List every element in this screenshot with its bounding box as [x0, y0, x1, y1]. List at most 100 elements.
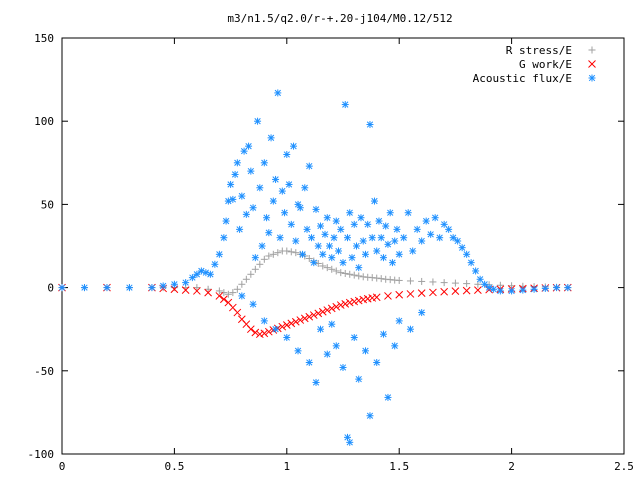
chart-title: m3/n1.5/q2.0/r-+.20-j104/M0.12/512 — [227, 12, 452, 25]
data-point — [159, 282, 167, 290]
data-point — [220, 289, 228, 297]
data-point — [440, 279, 448, 287]
data-point — [287, 248, 295, 256]
data-point — [343, 234, 351, 242]
y-tick-label: 150 — [34, 32, 54, 45]
data-point — [276, 234, 284, 242]
data-point — [384, 393, 392, 401]
data-point — [224, 290, 232, 298]
data-point — [317, 222, 325, 230]
data-point — [267, 134, 275, 142]
data-point — [265, 252, 273, 260]
data-point — [388, 259, 396, 267]
data-point — [204, 285, 212, 293]
data-point — [272, 325, 280, 333]
data-point — [354, 296, 363, 305]
legend-marker — [588, 60, 596, 68]
legend-label: Acoustic flux/E — [473, 72, 572, 85]
data-point — [256, 260, 264, 268]
data-point — [476, 275, 484, 283]
data-point — [80, 284, 88, 292]
data-point — [553, 284, 561, 292]
data-point — [233, 285, 241, 293]
data-point — [278, 322, 287, 331]
data-point — [451, 287, 460, 295]
data-point — [346, 438, 354, 446]
data-point — [236, 225, 244, 233]
data-point — [260, 329, 269, 338]
data-point — [409, 247, 417, 255]
data-point — [508, 287, 516, 295]
data-point — [242, 275, 250, 283]
data-point — [328, 265, 336, 273]
data-point — [240, 147, 248, 155]
data-point — [238, 192, 246, 200]
legend-label: R stress/E — [506, 44, 572, 57]
data-point — [308, 234, 316, 242]
data-point — [215, 292, 224, 300]
data-point — [359, 237, 367, 245]
data-point — [472, 267, 480, 275]
data-point — [229, 289, 237, 297]
data-point — [305, 254, 313, 262]
data-point — [417, 289, 426, 297]
x-tick-label: 0 — [59, 460, 66, 473]
data-point — [427, 230, 435, 238]
data-point — [366, 412, 374, 420]
data-point — [287, 319, 296, 328]
data-point — [215, 287, 223, 295]
data-point — [323, 264, 331, 272]
data-point — [355, 375, 363, 383]
data-point — [395, 250, 403, 258]
data-point — [170, 280, 178, 288]
data-point — [440, 287, 449, 296]
data-point — [337, 225, 345, 233]
data-point — [404, 209, 412, 217]
data-point — [229, 195, 237, 203]
data-point — [496, 287, 504, 295]
data-point — [246, 325, 255, 334]
data-point — [283, 150, 291, 158]
data-point — [395, 276, 403, 284]
data-point — [220, 234, 228, 242]
data-point — [291, 317, 300, 326]
data-point — [193, 287, 201, 295]
data-point — [418, 277, 426, 285]
series-2 — [58, 89, 572, 446]
data-point — [301, 184, 309, 192]
data-point — [317, 325, 325, 333]
data-point — [103, 284, 111, 292]
data-point — [336, 301, 345, 309]
data-point — [440, 220, 448, 228]
data-point — [314, 259, 322, 267]
data-point — [319, 250, 327, 258]
plot-frame — [61, 37, 625, 455]
data-point — [321, 230, 329, 238]
data-point — [328, 254, 336, 262]
data-point — [467, 259, 475, 267]
data-point — [454, 237, 462, 245]
data-point — [348, 254, 356, 262]
data-point — [247, 167, 255, 175]
data-point — [429, 278, 437, 286]
data-point — [211, 260, 219, 268]
data-point — [251, 254, 259, 262]
data-point — [251, 328, 260, 337]
data-point — [474, 286, 482, 294]
data-point — [220, 295, 228, 304]
data-point — [352, 242, 360, 250]
data-point — [357, 214, 365, 222]
data-point — [251, 265, 259, 273]
data-point — [242, 210, 250, 218]
data-point — [303, 225, 311, 233]
x-tick-label: 2.5 — [614, 460, 634, 473]
data-point — [377, 234, 385, 242]
data-point — [148, 284, 156, 292]
data-point — [238, 280, 246, 288]
legend-marker — [588, 46, 596, 54]
data-point — [290, 142, 298, 150]
data-point — [375, 217, 383, 225]
y-tick-label: 0 — [47, 282, 54, 295]
data-point — [278, 187, 286, 195]
data-point — [300, 314, 309, 323]
